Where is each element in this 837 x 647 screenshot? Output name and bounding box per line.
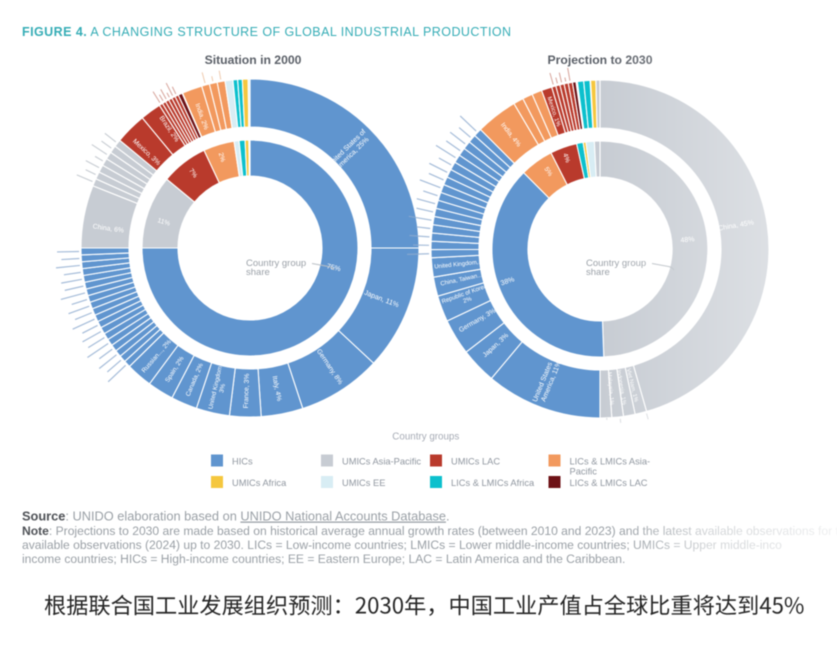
svg-text:share: share bbox=[246, 267, 270, 278]
svg-text:HICs: HICs bbox=[232, 457, 253, 467]
svg-text:LICs & LMICs Asia-: LICs & LMICs Asia- bbox=[570, 457, 651, 467]
svg-text:FIGURE 4. A CHANGING STRUCTURE: FIGURE 4. A CHANGING STRUCTURE OF GLOBAL… bbox=[22, 25, 512, 39]
svg-text:Situation in 2000: Situation in 2000 bbox=[205, 53, 302, 67]
svg-text:LICs & LMICs Africa: LICs & LMICs Africa bbox=[451, 478, 535, 488]
svg-text:France, 3%: France, 3% bbox=[243, 373, 251, 408]
svg-text:income countries; HICs = High-: income countries; HICs = High-income cou… bbox=[22, 552, 625, 566]
svg-text:UMICs Africa: UMICs Africa bbox=[232, 478, 287, 488]
svg-text:Pacific: Pacific bbox=[570, 467, 598, 477]
svg-text:UMICs LAC: UMICs LAC bbox=[451, 457, 500, 467]
svg-text:Country groups: Country groups bbox=[392, 432, 459, 443]
svg-text:UMICs Asia-Pacific: UMICs Asia-Pacific bbox=[342, 457, 421, 467]
svg-text:UMICs EE: UMICs EE bbox=[342, 478, 385, 488]
svg-text:Source: UNIDO elaboration base: Source: UNIDO elaboration based on UNIDO… bbox=[22, 509, 450, 524]
svg-text:LICs & LMICs LAC: LICs & LMICs LAC bbox=[570, 478, 648, 488]
